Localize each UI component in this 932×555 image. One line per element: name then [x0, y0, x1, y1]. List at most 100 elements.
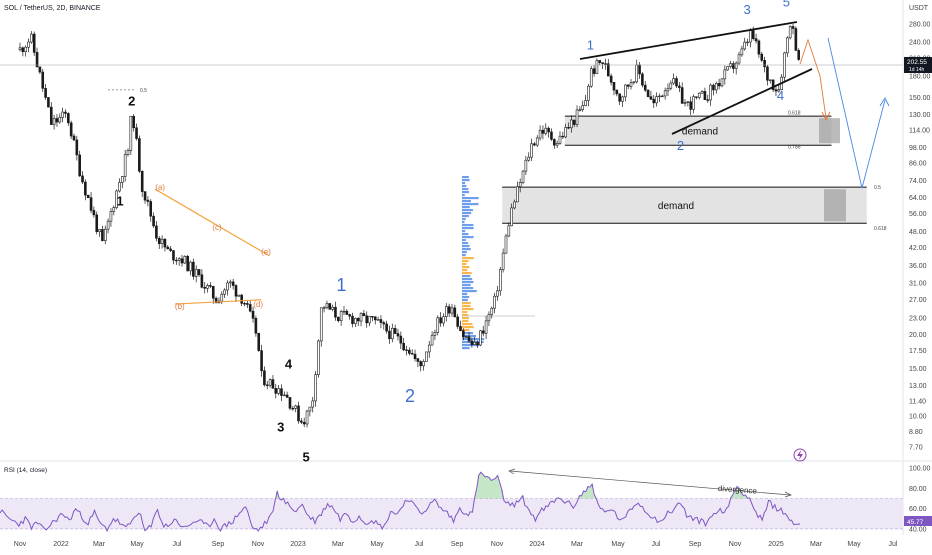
wave-label: 2	[405, 386, 415, 406]
candle-body	[55, 118, 59, 123]
price-tick-label: 98.00	[909, 145, 927, 152]
volume-profile-bar	[462, 221, 465, 224]
candle-body	[712, 84, 715, 91]
candle-body	[629, 82, 633, 87]
currency-label: USDT	[909, 5, 929, 12]
wave-label: 5	[303, 450, 310, 465]
candle-body	[479, 330, 482, 346]
abcde-label: (e)	[261, 248, 271, 257]
candle-body	[399, 335, 403, 344]
price-tick-label: 280.00	[909, 22, 931, 29]
volume-profile-bar	[462, 185, 467, 188]
volume-profile-bar	[462, 245, 470, 248]
candle-body	[786, 37, 789, 54]
candle-body	[635, 64, 639, 83]
candle-body	[243, 303, 246, 305]
candle-body	[425, 351, 428, 362]
candle-body	[52, 118, 56, 125]
candle-body	[246, 303, 249, 305]
volume-profile-bar	[462, 317, 469, 320]
candle-body	[766, 66, 769, 81]
price-tick-label: 48.00	[909, 229, 927, 236]
demand-zone[interactable]	[502, 187, 867, 224]
abcde-label: (d)	[253, 300, 263, 309]
candle-body	[481, 330, 485, 334]
wedge-upper-line	[579, 21, 798, 60]
projection-path-orange	[799, 38, 827, 119]
target-box	[824, 189, 846, 222]
time-tick-label: Sep	[689, 541, 702, 548]
rsi-band	[0, 498, 903, 529]
volume-profile-bar	[462, 272, 472, 275]
candle-body	[283, 394, 286, 397]
candle-body	[123, 154, 127, 177]
demand-zone-label: demand	[658, 201, 694, 212]
candle-body	[606, 63, 610, 77]
candle-body	[263, 370, 266, 386]
candle-body	[72, 135, 76, 141]
candle-body	[732, 63, 735, 69]
volume-profile-bar	[462, 293, 468, 296]
candle-body	[734, 62, 738, 69]
time-tick-label: 2023	[290, 541, 306, 548]
candle-body	[319, 307, 323, 342]
price-tick-label: 42.00	[909, 245, 927, 252]
time-tick-label: 2022	[53, 541, 69, 548]
candle-body	[462, 330, 465, 338]
candle-body	[575, 109, 579, 125]
candle-body	[314, 374, 317, 402]
candle-body	[675, 78, 678, 87]
volume-profile-bar	[462, 323, 473, 326]
candle-body	[641, 73, 644, 86]
candle-body	[41, 71, 45, 89]
candle-body	[703, 91, 707, 101]
wedge-lower-line	[671, 68, 813, 135]
rsi-line	[0, 471, 801, 533]
candle-body	[419, 361, 423, 367]
time-tick-label: May	[370, 541, 384, 548]
price-tick-label: 64.00	[909, 195, 927, 202]
candle-body	[325, 303, 329, 308]
price-tick-label: 17.50	[909, 348, 927, 355]
candle-body	[649, 96, 653, 100]
candle-body	[311, 400, 315, 408]
candle-body	[229, 281, 232, 284]
candle-body	[234, 285, 238, 297]
candle-body	[604, 63, 607, 65]
candle-body	[334, 306, 337, 318]
candle-body	[288, 397, 292, 409]
candle-body	[763, 59, 766, 68]
time-tick-label: Sep	[451, 541, 464, 548]
candle-body	[544, 127, 548, 134]
candle-body	[64, 111, 67, 114]
candle-body	[175, 259, 178, 262]
candle-body	[686, 101, 690, 103]
candle-body	[757, 40, 761, 55]
candle-body	[695, 96, 698, 98]
time-tick-label: Nov	[14, 541, 27, 548]
candle-body	[476, 341, 479, 346]
candle-body	[271, 379, 275, 389]
candle-body	[530, 143, 533, 158]
candle-body	[450, 307, 454, 314]
candle-body	[160, 238, 164, 244]
candle-body	[621, 96, 624, 102]
rsi-tick-label: 60.00	[909, 506, 927, 513]
rsi-last-value: 45.77	[907, 519, 924, 526]
candle-body	[359, 313, 363, 322]
candle-body	[86, 194, 90, 198]
candle-body	[459, 326, 462, 332]
candle-body	[655, 96, 658, 104]
lightning-icon[interactable]	[793, 448, 807, 462]
candle-body	[470, 340, 474, 345]
time-tick-label: Mar	[571, 541, 584, 548]
price-badge-countdown: 1d 14h	[909, 67, 925, 73]
candle-body	[251, 310, 255, 319]
candle-body	[368, 316, 371, 324]
candle-body	[27, 41, 30, 48]
volume-profile-bar	[462, 215, 469, 218]
candle-body	[345, 310, 349, 315]
candle-body	[493, 295, 496, 309]
candle-body	[226, 282, 229, 291]
